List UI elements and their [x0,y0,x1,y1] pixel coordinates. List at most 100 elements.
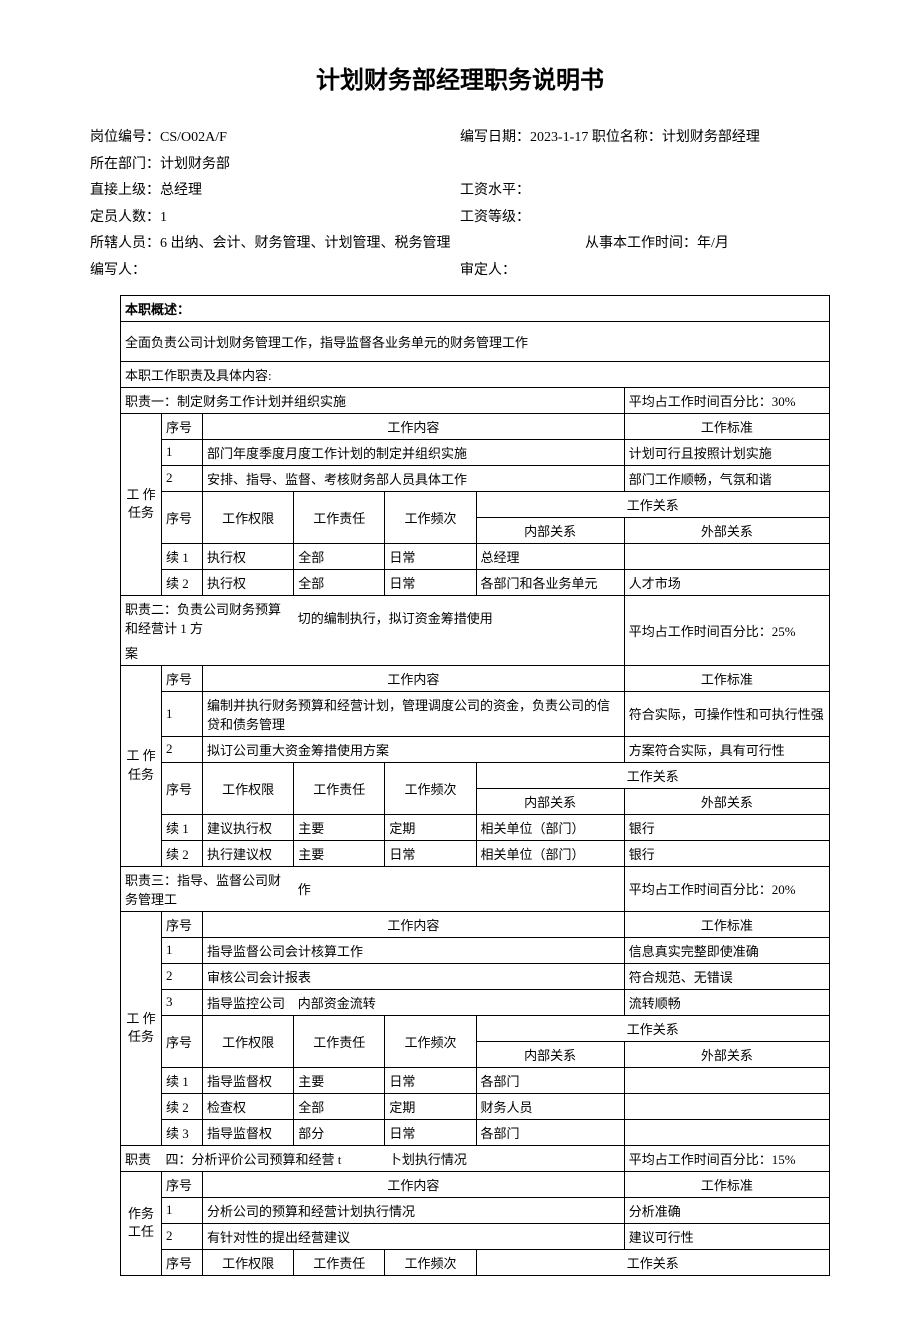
duty2-title-c: 案 [121,640,625,666]
task-label-4: 作务工任 [121,1171,162,1275]
d4-r1-seq: 1 [162,1197,203,1223]
subordinates-label: 所辖人员： [90,236,160,251]
task-label-3: 工 作任务 [121,911,162,1145]
duty4-title-c: 卜划执行情况 [385,1145,624,1171]
d1-x1-ext [624,543,829,569]
d1-x1-auth: 执行权 [203,543,294,569]
tenure-label: 从事本工作时间：年/月 [585,236,729,251]
seq-header: 序号 [162,413,203,439]
d1-x2-int: 各部门和各业务单元 [476,569,624,595]
freq-header: 工作频次 [385,491,476,543]
d1-x2-auth: 执行权 [203,569,294,595]
d3-x1-auth: 指导监督权 [203,1067,294,1093]
freq-header: 工作频次 [385,1015,476,1067]
d3-x2-auth: 检查权 [203,1093,294,1119]
d3-x2-ext [624,1093,829,1119]
post-name-label: 职位名称： [592,130,662,145]
rel-header: 工作关系 [476,1015,829,1041]
d2-x2-int: 相关单位（部门） [476,840,624,866]
duty3-title-b: 作 [294,866,625,911]
resp-header: 工作责任 [294,491,385,543]
d3-r2-std: 符合规范、无错误 [624,963,829,989]
d4-r1-std: 分析准确 [624,1197,829,1223]
duty2-title-b: 切的编制执行，拟订资金筹措使用 [294,595,625,640]
d2-x2-ext: 银行 [624,840,829,866]
headcount: 1 [160,210,167,225]
ext-header: 外部关系 [624,788,829,814]
d1-x2-seq: 续 2 [162,569,203,595]
d3-r2-content: 审核公司会计报表 [203,963,625,989]
content-header: 工作内容 [203,665,625,691]
headcount-label: 定员人数： [90,210,160,225]
overview-text: 全面负责公司计划财务管理工作，指导监督各业务单元的财务管理工作 [121,321,830,361]
int-header: 内部关系 [476,1041,624,1067]
d3-r3-seq: 3 [162,989,203,1015]
duty4-title-a: 职责 [121,1145,162,1171]
dept-label: 所在部门： [90,157,160,172]
d2-r1-std: 符合实际，可操作性和可执行性强 [624,691,829,736]
standard-header: 工作标准 [624,911,829,937]
d3-x2-resp: 全部 [294,1093,385,1119]
seq-header: 序号 [162,665,203,691]
d1-x1-int: 总经理 [476,543,624,569]
d2-x2-seq: 续 2 [162,840,203,866]
d2-x2-auth: 执行建议权 [203,840,294,866]
post-no-label: 岗位编号： [90,130,160,145]
d3-r1-seq: 1 [162,937,203,963]
d4-r1-content: 分析公司的预算和经营计划执行情况 [203,1197,625,1223]
d3-r1-content: 指导监督公司会计核算工作 [203,937,625,963]
d3-x3-int: 各部门 [476,1119,624,1145]
post-name: 计划财务部经理 [662,130,760,145]
d2-r1-content: 编制并执行财务预算和经营计划，管理调度公司的资金，负责公司的信贷和债务管理 [203,691,625,736]
d2-r1-seq: 1 [162,691,203,736]
d3-x1-int: 各部门 [476,1067,624,1093]
write-date: 2023-1-17 [530,130,588,145]
superior: 总经理 [160,183,202,198]
ext-header: 外部关系 [624,1041,829,1067]
salary-level-label: 工资水平： [460,183,530,198]
d1-x1-resp: 全部 [294,543,385,569]
standard-header: 工作标准 [624,665,829,691]
freq-header: 工作频次 [385,1249,476,1275]
auth-header: 工作权限 [203,1015,294,1067]
d1-x1-freq: 日常 [385,543,476,569]
seq-header: 序号 [162,1171,203,1197]
auth-header: 工作权限 [203,762,294,814]
seq-header: 序号 [162,1249,203,1275]
seq-header-2: 序号 [162,491,203,543]
d3-x3-freq: 日常 [385,1119,476,1145]
ext-header: 外部关系 [624,517,829,543]
d1-r1-std: 计划可行且按照计划实施 [624,439,829,465]
duty3-title-a: 职责三：指导、监督公司财务管理工 [121,866,294,911]
duty2-title-a: 职责二：负责公司财务预算和经营计 1 方 [121,595,294,640]
task-label-1: 工 作任务 [121,413,162,595]
d4-r2-content: 有针对性的提出经营建议 [203,1223,625,1249]
d3-r1-std: 信息真实完整即使准确 [624,937,829,963]
int-header: 内部关系 [476,517,624,543]
duty2-pct: 平均占工作时间百分比：25% [624,595,829,665]
d2-x1-freq: 定期 [385,814,476,840]
post-no: CS/O02A/F [160,130,227,145]
duty3-pct: 平均占工作时间百分比：20% [624,866,829,911]
d2-x1-ext: 银行 [624,814,829,840]
overview-label: 本职概述： [121,295,830,321]
d3-x1-freq: 日常 [385,1067,476,1093]
duties-content-label: 本职工作职责及具体内容: [121,361,830,387]
resp-header: 工作责任 [294,1249,385,1275]
d1-r1-seq: 1 [162,439,203,465]
writer-label: 编写人： [90,263,146,278]
rel-header: 工作关系 [476,762,829,788]
d2-x2-freq: 日常 [385,840,476,866]
d2-r2-std: 方案符合实际，具有可行性 [624,736,829,762]
d2-x1-auth: 建议执行权 [203,814,294,840]
d3-x1-seq: 续 1 [162,1067,203,1093]
rel-header: 工作关系 [476,1249,829,1275]
d3-x3-ext [624,1119,829,1145]
meta-section: 岗位编号：CS/O02A/F 编写日期：2023-1-17 职位名称：计划财务部… [90,125,830,285]
resp-header: 工作责任 [294,1015,385,1067]
seq-header: 序号 [162,911,203,937]
d1-x2-ext: 人才市场 [624,569,829,595]
standard-header: 工作标准 [624,413,829,439]
rel-header: 工作关系 [476,491,829,517]
d3-x2-freq: 定期 [385,1093,476,1119]
